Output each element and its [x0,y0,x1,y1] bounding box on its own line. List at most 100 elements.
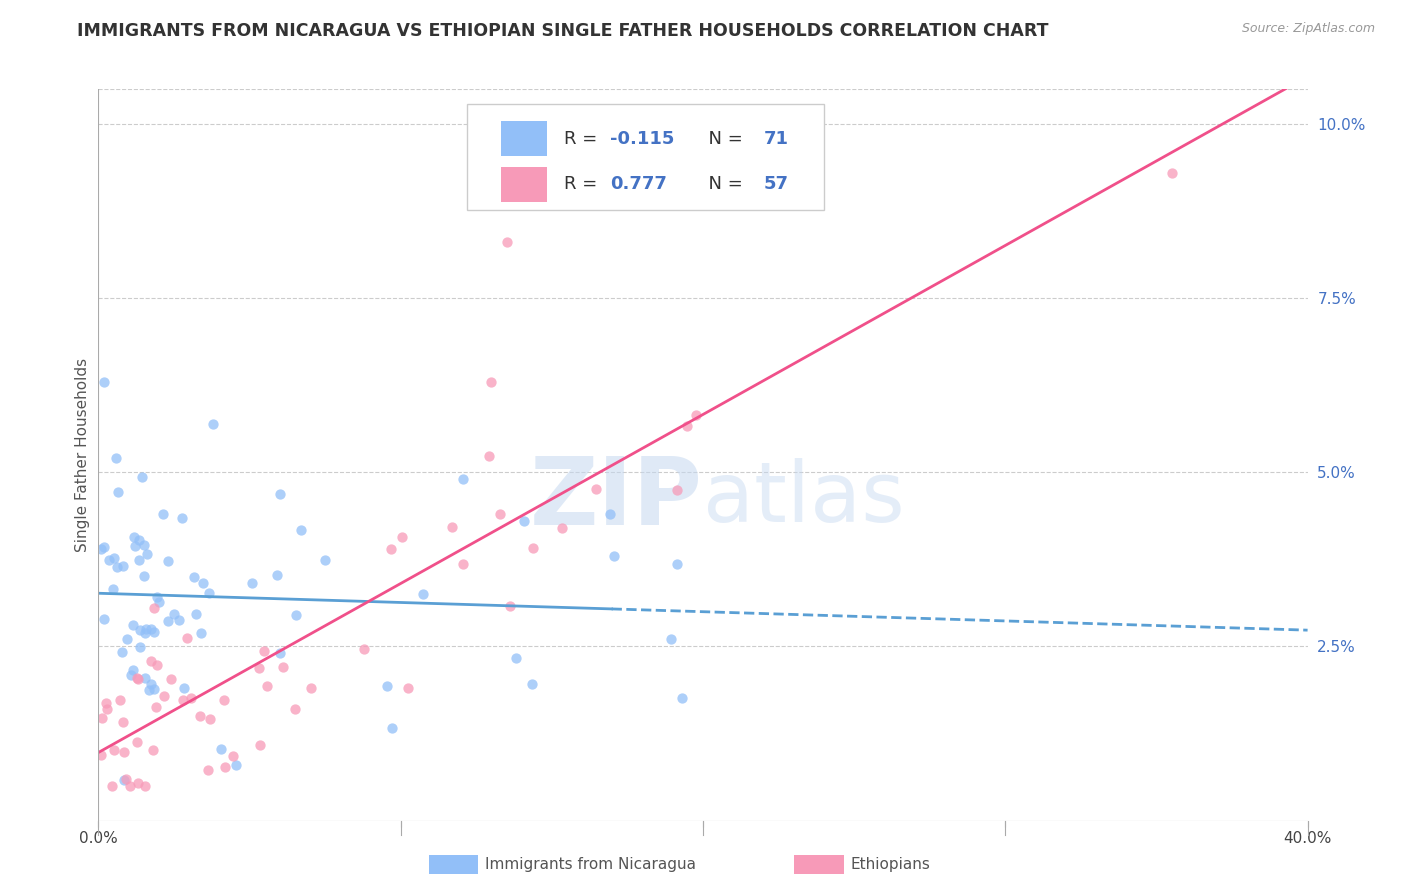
Point [412,587,434,601]
Point [184,607,207,622]
Text: 57: 57 [763,176,789,194]
Point [103,743,125,757]
FancyBboxPatch shape [501,167,547,202]
Point [284,607,307,622]
Point [127,672,149,686]
Point [90,541,112,556]
Point [180,690,202,705]
Point [139,677,162,691]
Point [104,451,127,466]
Point [93,375,115,389]
Point [665,557,688,571]
Point [214,693,236,707]
Point [440,519,463,533]
Point [375,679,398,693]
Point [134,779,156,793]
Text: N =: N = [697,130,748,148]
Point [505,650,527,665]
Point [111,714,134,729]
Point [522,541,544,556]
Point [107,484,129,499]
Point [489,507,512,521]
Point [121,663,143,677]
Point [138,683,160,698]
Point [141,743,163,757]
Text: 0.777: 0.777 [610,176,666,194]
Point [145,699,167,714]
Point [380,542,402,557]
Text: 71: 71 [763,130,789,148]
Point [128,640,150,655]
Text: R =: R = [564,176,603,194]
Point [139,623,162,637]
Point [94,696,117,710]
Point [453,557,475,571]
Point [128,552,150,566]
Point [132,538,155,552]
Point [108,692,131,706]
Point [145,657,167,672]
Point [120,779,142,793]
Point [188,709,211,723]
Point [676,418,699,433]
Point [391,530,413,544]
Point [163,607,186,621]
Point [127,776,149,790]
Point [160,672,183,686]
Point [91,711,114,725]
Point [115,632,138,646]
Point [93,541,115,555]
Point [176,631,198,645]
Point [134,671,156,685]
Point [120,667,142,681]
Point [170,511,193,525]
Point [659,632,682,646]
Text: -0.115: -0.115 [610,130,675,148]
Point [585,482,607,496]
Point [103,582,125,596]
Text: N =: N = [697,176,748,194]
Point [183,570,205,584]
Point [1160,166,1182,180]
Point [190,625,212,640]
Point [128,533,150,548]
Point [211,742,233,756]
Text: Immigrants from Nicaragua: Immigrants from Nicaragua [485,857,696,871]
Point [225,758,247,772]
FancyBboxPatch shape [467,103,824,210]
Point [222,749,245,764]
Point [353,642,375,657]
Point [252,643,274,657]
Point [131,470,153,484]
FancyBboxPatch shape [501,121,547,156]
Point [136,547,159,561]
Point [152,507,174,521]
Point [249,739,271,753]
Point [156,614,179,628]
Point [132,568,155,582]
Point [112,745,135,759]
Point [103,551,125,566]
Point [214,760,236,774]
Point [98,552,121,566]
Text: R =: R = [564,130,603,148]
Point [134,625,156,640]
Point [156,554,179,568]
Point [381,721,404,735]
Point [173,681,195,695]
Point [111,558,134,573]
Point [143,682,166,697]
Point [143,625,166,640]
Point [93,612,115,626]
Point [685,408,707,422]
Point [499,599,522,613]
Point [266,567,288,582]
Point [269,487,291,501]
Point [269,646,291,660]
Text: IMMIGRANTS FROM NICARAGUA VS ETHIOPIAN SINGLE FATHER HOUSEHOLDS CORRELATION CHAR: IMMIGRANTS FROM NICARAGUA VS ETHIOPIAN S… [77,22,1049,40]
Point [201,417,224,431]
Point [141,654,163,668]
Point [271,660,294,674]
Point [671,691,693,706]
Text: atlas: atlas [703,458,904,540]
